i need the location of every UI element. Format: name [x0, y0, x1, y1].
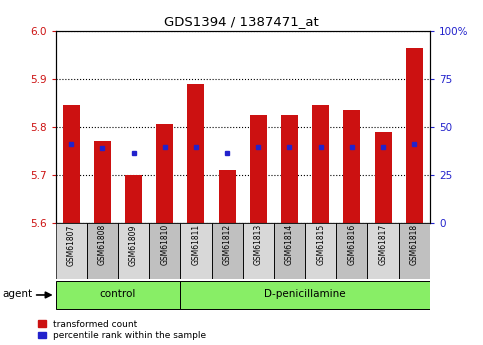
Bar: [56, 223, 87, 279]
Text: GSM61814: GSM61814: [285, 224, 294, 266]
Text: GSM61808: GSM61808: [98, 224, 107, 266]
Bar: [87, 223, 118, 279]
Text: GSM61816: GSM61816: [347, 224, 356, 266]
Bar: [156, 125, 173, 223]
Bar: [274, 223, 305, 279]
Bar: [305, 223, 336, 279]
Bar: [218, 170, 236, 223]
Text: D-penicillamine: D-penicillamine: [264, 289, 346, 299]
Text: GSM61817: GSM61817: [379, 224, 387, 266]
Bar: [63, 105, 80, 223]
Text: GSM61818: GSM61818: [410, 224, 419, 265]
Text: agent: agent: [2, 289, 32, 299]
Legend: transformed count, percentile rank within the sample: transformed count, percentile rank withi…: [38, 320, 206, 341]
Bar: [212, 223, 242, 279]
Bar: [250, 115, 267, 223]
Bar: [406, 48, 423, 223]
Bar: [149, 223, 180, 279]
Bar: [187, 84, 204, 223]
Text: GSM61810: GSM61810: [160, 224, 169, 266]
Text: GSM61815: GSM61815: [316, 224, 325, 266]
Bar: [374, 131, 392, 223]
Bar: [336, 223, 368, 279]
Text: GSM61811: GSM61811: [191, 224, 200, 265]
FancyBboxPatch shape: [56, 281, 180, 309]
Text: GSM61813: GSM61813: [254, 224, 263, 266]
Text: GSM61809: GSM61809: [129, 224, 138, 266]
Text: GSM61807: GSM61807: [67, 224, 76, 266]
Text: control: control: [100, 289, 136, 299]
Bar: [312, 105, 329, 223]
Bar: [343, 110, 360, 223]
Bar: [242, 223, 274, 279]
FancyBboxPatch shape: [180, 281, 430, 309]
Bar: [118, 223, 149, 279]
Text: GSM61812: GSM61812: [223, 224, 232, 265]
Text: GDS1394 / 1387471_at: GDS1394 / 1387471_at: [164, 16, 319, 29]
Bar: [281, 115, 298, 223]
Bar: [94, 141, 111, 223]
Bar: [368, 223, 398, 279]
Bar: [398, 223, 430, 279]
Bar: [180, 223, 212, 279]
Bar: [125, 175, 142, 223]
